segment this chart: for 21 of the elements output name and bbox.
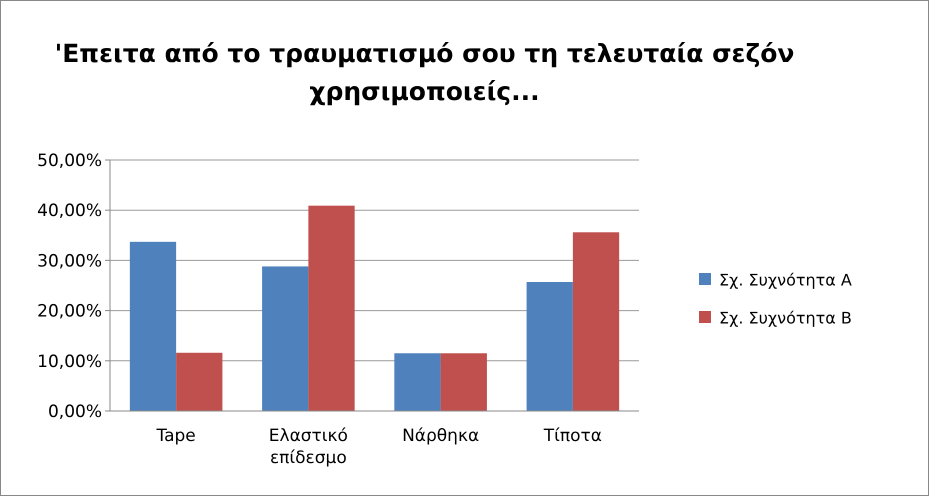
x-tick-label: Tape bbox=[156, 426, 196, 446]
bar bbox=[308, 206, 355, 411]
bar bbox=[440, 353, 487, 411]
x-tick-label: Τίποτα bbox=[542, 426, 602, 446]
y-tick-label: 20,00% bbox=[37, 302, 102, 322]
bar bbox=[262, 266, 308, 411]
y-tick-label: 40,00% bbox=[37, 201, 102, 222]
legend-label: Σχ. Συχνότητα B bbox=[719, 308, 852, 328]
y-tick-label: 50,00% bbox=[37, 150, 102, 171]
y-tick-label: 10,00% bbox=[37, 352, 102, 372]
bar bbox=[572, 232, 620, 411]
bar bbox=[176, 352, 222, 411]
y-tick-label: 0,00% bbox=[48, 402, 102, 422]
bar bbox=[394, 353, 441, 411]
legend-label: Σχ. Συχνότητα A bbox=[719, 270, 852, 290]
x-tick-label: Ελαστικό επίδεσμο bbox=[268, 426, 348, 468]
x-tick-label: Νάρθηκα bbox=[402, 426, 480, 446]
y-tick-label: 30,00% bbox=[37, 251, 102, 272]
bar bbox=[526, 282, 573, 411]
chart-title: 'Επειτα από το τραυματισμό σου τη τελευταία σεζόν χρησιμοποιείς... bbox=[54, 39, 794, 106]
bar bbox=[130, 242, 176, 411]
